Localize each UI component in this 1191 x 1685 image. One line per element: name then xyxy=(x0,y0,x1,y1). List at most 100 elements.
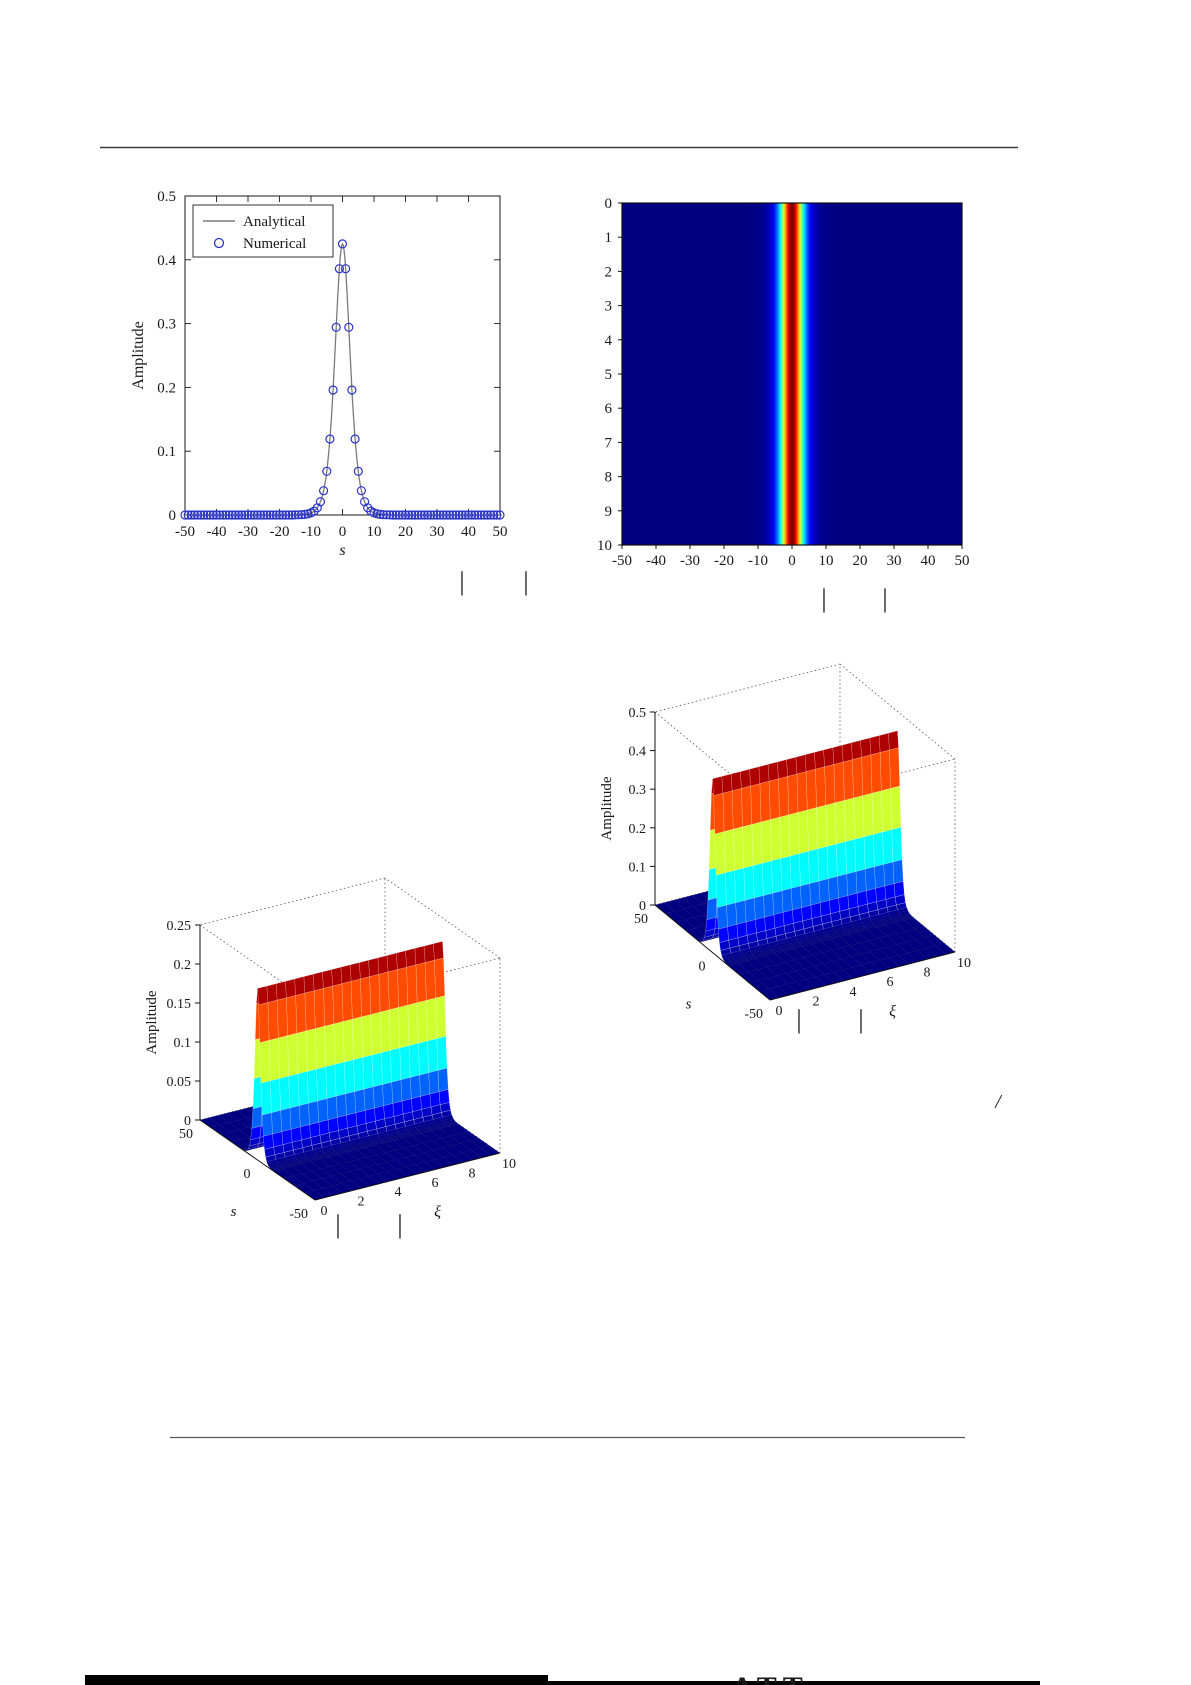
heatmap-y-tick-label: 1 xyxy=(605,230,613,246)
surface-quad xyxy=(882,829,894,865)
numerical-marker xyxy=(315,497,325,507)
surface-quad xyxy=(751,821,763,866)
surface-quad xyxy=(841,742,853,763)
surface-quad xyxy=(276,997,288,1039)
heatmap-x-tick-label: -30 xyxy=(680,553,700,569)
numerical-marker xyxy=(429,510,439,520)
surface-quad xyxy=(788,812,800,857)
surface-quad xyxy=(308,1100,320,1125)
numerical-marker xyxy=(448,510,458,520)
surface-quad xyxy=(354,1088,366,1114)
numerical-marker xyxy=(224,510,234,520)
stray-slash: / xyxy=(994,1091,1003,1113)
surface-quad xyxy=(837,873,849,899)
xi-axis-label: ξ xyxy=(889,1003,896,1020)
surface-quad xyxy=(721,773,733,794)
surface-quad xyxy=(742,824,754,869)
numerical-marker xyxy=(180,510,190,520)
legend-box xyxy=(192,204,334,258)
heatmap-y-tick-label: 9 xyxy=(605,504,613,520)
surface-quad xyxy=(764,914,776,931)
numerical-marker xyxy=(183,510,193,520)
surface-quad xyxy=(826,843,838,880)
surface-quad xyxy=(285,978,296,999)
numerical-marker xyxy=(256,510,266,520)
surface-quad xyxy=(875,885,887,903)
surface-quad xyxy=(436,1036,448,1071)
surface-quad xyxy=(342,1019,354,1063)
numerical-marker xyxy=(467,510,477,520)
page-rules xyxy=(100,146,1018,1439)
surface-quad xyxy=(259,1040,271,1084)
surface-quad xyxy=(434,957,446,999)
numerical-marker xyxy=(445,510,455,520)
surface-mesh xyxy=(654,730,956,1001)
surface-quad xyxy=(816,805,828,850)
surface-quad xyxy=(438,1089,450,1105)
s-tick-label: 50 xyxy=(179,1127,193,1142)
surface-quad xyxy=(853,795,865,840)
z-tick-label: 0 xyxy=(184,1114,191,1129)
numerical-marker xyxy=(189,510,199,520)
page-bottom-fragment: ATT xyxy=(85,1671,1040,1685)
x-tick-label: -20 xyxy=(270,524,290,540)
surface-quad xyxy=(260,1080,272,1116)
box-edge xyxy=(384,877,501,959)
heatmap-x-tick-label: 50 xyxy=(955,553,970,569)
numerical-marker xyxy=(356,486,366,496)
surface-quad xyxy=(272,1131,284,1148)
surface-quad xyxy=(834,800,846,845)
surface-quad xyxy=(814,749,825,770)
surface-quad xyxy=(286,995,298,1036)
numerical-marker xyxy=(454,510,464,520)
surface-quad xyxy=(303,974,315,994)
heatmap-y-tick-label: 6 xyxy=(605,401,613,417)
xi-tick-label: 10 xyxy=(502,1157,516,1172)
surface-quad xyxy=(313,988,325,1029)
surface-quad xyxy=(289,1105,301,1130)
x-tick-label: 30 xyxy=(430,524,445,540)
surface-quad xyxy=(297,1071,309,1106)
surface-quad xyxy=(323,985,335,1027)
z-tick-label: 0.2 xyxy=(174,958,192,973)
numerical-marker xyxy=(441,510,451,520)
numerical-marker xyxy=(363,503,373,513)
surface-quad xyxy=(309,1121,321,1138)
surface-quad xyxy=(763,892,775,918)
surface-quad xyxy=(796,771,808,813)
surface-quad xyxy=(290,1126,302,1143)
caption-bar: | xyxy=(882,584,887,613)
surface-quad xyxy=(888,730,899,751)
surface-quad xyxy=(378,971,390,1013)
surface-quad xyxy=(778,776,790,818)
xi-axis xyxy=(314,1152,501,1201)
heatmap-y-tick-label: 7 xyxy=(605,435,613,451)
surface-quad xyxy=(400,1077,412,1102)
z-tick-label: 0.5 xyxy=(629,706,647,721)
surface-quad xyxy=(759,781,771,823)
surface-quad xyxy=(749,766,761,787)
numerical-marker xyxy=(290,510,300,520)
surface-quad xyxy=(433,941,444,961)
surface-quad xyxy=(281,1129,293,1145)
heatmap-y-tick-label: 3 xyxy=(605,299,613,315)
xi-tick-label: 8 xyxy=(924,966,931,981)
surface-quad xyxy=(871,790,883,835)
y-tick-label: 0.4 xyxy=(157,253,176,269)
surface-quad xyxy=(851,740,862,760)
x-tick-label: 40 xyxy=(461,524,476,540)
heatmap-y-tick-label: 4 xyxy=(605,333,613,349)
heatmap-x-tick-label: 30 xyxy=(887,553,902,569)
numerical-marker xyxy=(385,510,395,520)
y-axis-label: Amplitude xyxy=(130,321,147,389)
numerical-marker xyxy=(331,322,341,332)
surface-quad xyxy=(414,945,426,966)
caption-bar: | xyxy=(796,1005,801,1034)
heatmap-x-tick-label: -50 xyxy=(612,553,632,569)
surface-quad xyxy=(755,916,766,934)
numerical-marker xyxy=(476,510,486,520)
heatmap-y-tick-label: 5 xyxy=(605,367,613,383)
surface-quad xyxy=(397,967,409,1008)
